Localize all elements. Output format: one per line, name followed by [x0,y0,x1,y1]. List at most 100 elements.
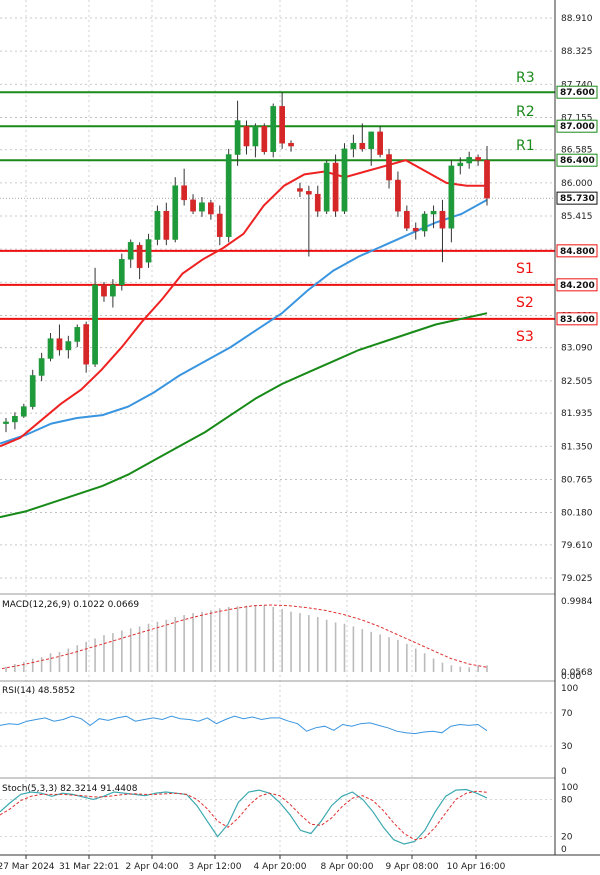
candle-down [243,125,250,147]
macd-panel: MACD(12,26,9) 0.1022 0.0669 0.9984 0.05680… [1,597,593,682]
price-tick-label: 79.610 [561,541,593,551]
price-tick-label: 86.000 [561,179,593,189]
candle-down [279,106,285,144]
stoch-tick-label: 80 [561,795,573,805]
level-tag-box [556,312,598,326]
candle-up [448,165,455,229]
level-tag-box [556,85,598,99]
candles [3,92,490,433]
level-label-s3: S3 [516,329,534,345]
price-tick-label: 87.740 [561,80,593,90]
candle-up [172,185,179,240]
price-tick-label: 83.090 [561,344,593,354]
price-tick-label: 82.505 [561,377,593,387]
level-tag-box [556,278,598,292]
candle-up [145,239,152,263]
level-tag-box [556,119,598,133]
candle-up [341,148,348,212]
candle-down [306,191,312,195]
level-label-r1: R1 [516,138,535,154]
candle-down [181,185,187,201]
candle-down [163,210,170,240]
candle-up [3,421,9,424]
ma-slow-line [0,312,488,519]
candle-up [430,210,437,215]
stoch-title: Stoch(5,3,3) 82.3214 91.4408 [2,784,138,794]
candle-up [234,120,241,155]
time-tick-label: 3 Apr 12:00 [189,862,242,872]
level-label-r3: R3 [516,70,535,86]
level-label-r2: R2 [516,104,535,120]
level-tag-box [556,244,598,258]
candle-up [323,162,330,212]
rsi-tick-label: 100 [561,684,578,694]
stoch-tick-label: 0 [561,845,567,855]
time-tick-label: 27 Mar 2024 [0,862,55,872]
price-tick-label: 88.325 [561,47,593,57]
rsi-line [0,715,488,735]
rsi-panel: RSI(14) 48.5852 100 70 30 0 [0,684,578,777]
candle-up [110,284,116,297]
price-tick-label: 81.350 [561,442,593,452]
time-tick-label: 31 Mar 22:01 [59,862,119,872]
rsi-tick-label: 30 [561,742,573,752]
level-label-s2: S2 [516,295,534,311]
candle-down [261,125,268,152]
candle-up [199,202,205,212]
level-tag-box [556,153,598,167]
candle-up [12,416,18,423]
time-tick-label: 8 Apr 00:00 [321,862,374,872]
candle-down [359,142,366,150]
level-tag-r3: 87.600 [560,88,595,98]
rsi-title: RSI(14) 48.5852 [2,686,75,696]
candle-down [56,338,63,351]
candle-down [101,284,107,297]
stoch-tick-label: 20 [561,833,573,843]
price-tick-label: 85.415 [561,212,593,222]
candle-down [395,179,401,212]
price-tick-label: 80.180 [561,509,593,519]
candle-up [20,406,27,417]
level-label-s1: S1 [516,261,534,277]
candle-up [29,375,36,407]
price-tick-label: 88.910 [561,14,593,24]
level-tag-s1: 84.800 [560,247,595,257]
candle-down [403,210,410,229]
macd-tick-label: 0.00 [561,672,581,682]
candle-down [332,162,339,212]
price-tags: 87.600 87.000 86.400 84.800 84.200 83.600 85.7… [556,85,598,326]
candle-down [475,157,481,161]
current-price-tag-box [556,191,598,205]
candle-down [208,202,214,215]
level-tag-r1: 86.400 [560,156,595,166]
stoch-panel: Stoch(5,3,3) 82.3214 91.4408 100 80 20 0 [0,783,578,855]
macd-tick-label: 0.0568 [561,668,593,678]
stoch-k-line [0,788,488,845]
candle-up [252,125,259,147]
candle-up [457,162,464,167]
candle-up [65,341,72,351]
candle-down [288,142,294,147]
candle-down [83,324,90,365]
price-tick-label: 79.025 [561,574,593,584]
candle-down [136,244,143,269]
level-tag-s2: 84.200 [560,281,595,291]
candle-down [216,213,223,237]
candle-down [314,193,321,212]
price-tick-label: 81.935 [561,409,593,419]
candle-down [386,154,392,181]
moving-averages [0,159,488,519]
time-axis: 27 Mar 2024 31 Mar 22:01 2 Apr 04:00 3 Apr … [0,855,506,872]
candle-up [225,154,232,237]
candle-up [92,284,98,365]
stoch-tick-label: 100 [561,783,578,793]
candle-up [270,106,277,152]
ma-fast-line [0,159,487,448]
time-tick-label: 10 Apr 16:00 [447,862,506,872]
price-tick-label: 80.765 [561,475,593,485]
candle-up [118,259,125,286]
time-tick-label: 4 Apr 20:00 [254,862,307,872]
price-tick-label: 87.155 [561,113,593,123]
candle-down [377,131,383,155]
